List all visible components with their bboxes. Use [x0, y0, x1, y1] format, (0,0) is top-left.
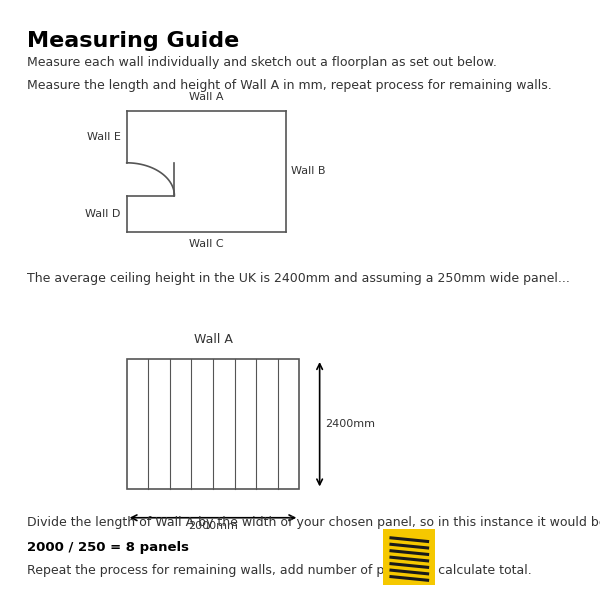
- Text: 2000mm: 2000mm: [188, 521, 238, 531]
- Bar: [127, 359, 299, 490]
- Text: Wall A: Wall A: [194, 333, 232, 346]
- Text: Measuring Guide: Measuring Guide: [27, 31, 239, 51]
- Text: 2400mm: 2400mm: [325, 419, 375, 429]
- Text: Wall C: Wall C: [189, 239, 223, 249]
- Text: Wall D: Wall D: [85, 209, 121, 219]
- Text: Divide the length of Wall A by the width of your chosen panel, so in this instan: Divide the length of Wall A by the width…: [27, 516, 600, 529]
- Text: Measure each wall individually and sketch out a floorplan as set out below.: Measure each wall individually and sketc…: [27, 56, 497, 69]
- Text: Wall E: Wall E: [87, 132, 121, 142]
- Text: The average ceiling height in the UK is 2400mm and assuming a 250mm wide panel..: The average ceiling height in the UK is …: [27, 272, 570, 284]
- Text: Wall B: Wall B: [292, 166, 326, 176]
- Bar: [383, 529, 436, 585]
- Text: 2000 / 250 = 8 panels: 2000 / 250 = 8 panels: [27, 541, 189, 554]
- Text: Repeat the process for remaining walls, add number of panels to calculate total.: Repeat the process for remaining walls, …: [27, 565, 532, 577]
- Text: Wall A: Wall A: [189, 92, 223, 102]
- Text: Measure the length and height of Wall A in mm, repeat process for remaining wall: Measure the length and height of Wall A …: [27, 79, 551, 92]
